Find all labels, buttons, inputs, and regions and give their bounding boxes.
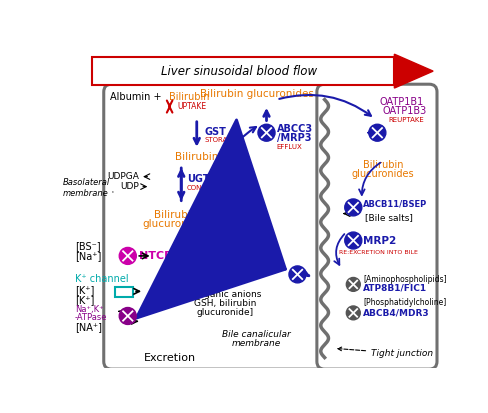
Text: EFFLUX: EFFLUX (276, 145, 302, 150)
Circle shape (258, 124, 274, 141)
Text: ABCC3: ABCC3 (276, 124, 312, 134)
FancyBboxPatch shape (103, 84, 332, 369)
Text: OATP1B1: OATP1B1 (379, 97, 424, 107)
Text: [Na⁺]: [Na⁺] (75, 251, 101, 261)
Text: Bilirubin: Bilirubin (362, 160, 402, 170)
Text: NTCP: NTCP (138, 251, 171, 261)
Text: RE:EXCRETION INTO BILE: RE:EXCRETION INTO BILE (338, 249, 417, 254)
Text: ABCC2/MRP2: ABCC2/MRP2 (203, 259, 267, 268)
Circle shape (346, 306, 360, 320)
Text: ABCB4/MDR3: ABCB4/MDR3 (363, 309, 429, 318)
Text: Bile canalicular: Bile canalicular (222, 330, 290, 339)
Text: UDP: UDP (120, 182, 138, 191)
Text: ATP8B1/FIC1: ATP8B1/FIC1 (363, 284, 427, 293)
Text: GST: GST (204, 127, 226, 137)
Text: membrane: membrane (231, 339, 281, 348)
Text: [BS⁻]: [BS⁻] (75, 241, 101, 251)
Text: STORAGE: STORAGE (204, 138, 237, 143)
Circle shape (368, 124, 385, 141)
Text: Na⁺,K⁺: Na⁺,K⁺ (75, 304, 103, 313)
Circle shape (119, 308, 136, 325)
Text: UPTAKE: UPTAKE (177, 102, 206, 111)
Text: glucuronides: glucuronides (142, 219, 209, 229)
Text: UGT1A1: UGT1A1 (186, 174, 230, 184)
Text: Bilirubin: Bilirubin (154, 210, 197, 220)
Text: GSH, bilirubin: GSH, bilirubin (194, 299, 256, 308)
Text: ABCB11/BSEP: ABCB11/BSEP (363, 199, 427, 208)
Text: Bilirubin glucuronides: Bilirubin glucuronides (200, 89, 313, 99)
Text: Bilirubin: Bilirubin (168, 92, 209, 102)
Text: [Organic anions: [Organic anions (189, 290, 261, 299)
Circle shape (344, 199, 361, 216)
Text: Albumin +: Albumin + (110, 92, 162, 102)
Text: glucuronides: glucuronides (351, 169, 413, 179)
Text: K⁺ channel: K⁺ channel (75, 274, 128, 284)
Text: Excretion: Excretion (143, 353, 195, 363)
FancyBboxPatch shape (316, 84, 436, 369)
Text: EXCRETION INTO BILE: EXCRETION INTO BILE (201, 271, 269, 275)
Circle shape (288, 266, 305, 283)
Text: OATP1B3: OATP1B3 (382, 106, 426, 116)
Text: [K⁺]: [K⁺] (75, 285, 94, 296)
Circle shape (346, 278, 360, 291)
Text: MRP2: MRP2 (363, 235, 396, 245)
Text: [Aminophospholipids]: [Aminophospholipids] (363, 275, 446, 283)
Polygon shape (92, 57, 393, 85)
Text: Liver sinusoidal blood flow: Liver sinusoidal blood flow (161, 64, 317, 78)
Circle shape (344, 232, 361, 249)
Polygon shape (393, 54, 432, 88)
Text: Tight junction: Tight junction (337, 347, 432, 358)
Text: REUPTAKE: REUPTAKE (387, 116, 423, 123)
Circle shape (119, 247, 136, 264)
Text: UDPGA: UDPGA (106, 172, 138, 181)
Text: [Phosphatidylcholine]: [Phosphatidylcholine] (363, 298, 446, 306)
Text: [Bile salts]: [Bile salts] (364, 213, 412, 222)
Text: /MRP3: /MRP3 (276, 133, 310, 143)
Text: glucuronide]: glucuronide] (197, 309, 253, 318)
Text: Bilirubin: Bilirubin (175, 152, 218, 162)
Text: CONJUGATION: CONJUGATION (186, 185, 235, 191)
Text: -ATPase: -ATPase (75, 313, 107, 322)
Text: Basolateral
membrane: Basolateral membrane (62, 178, 113, 198)
Text: [K⁺]: [K⁺] (75, 296, 94, 306)
FancyBboxPatch shape (114, 287, 133, 297)
Text: [NA⁺]: [NA⁺] (75, 323, 102, 332)
